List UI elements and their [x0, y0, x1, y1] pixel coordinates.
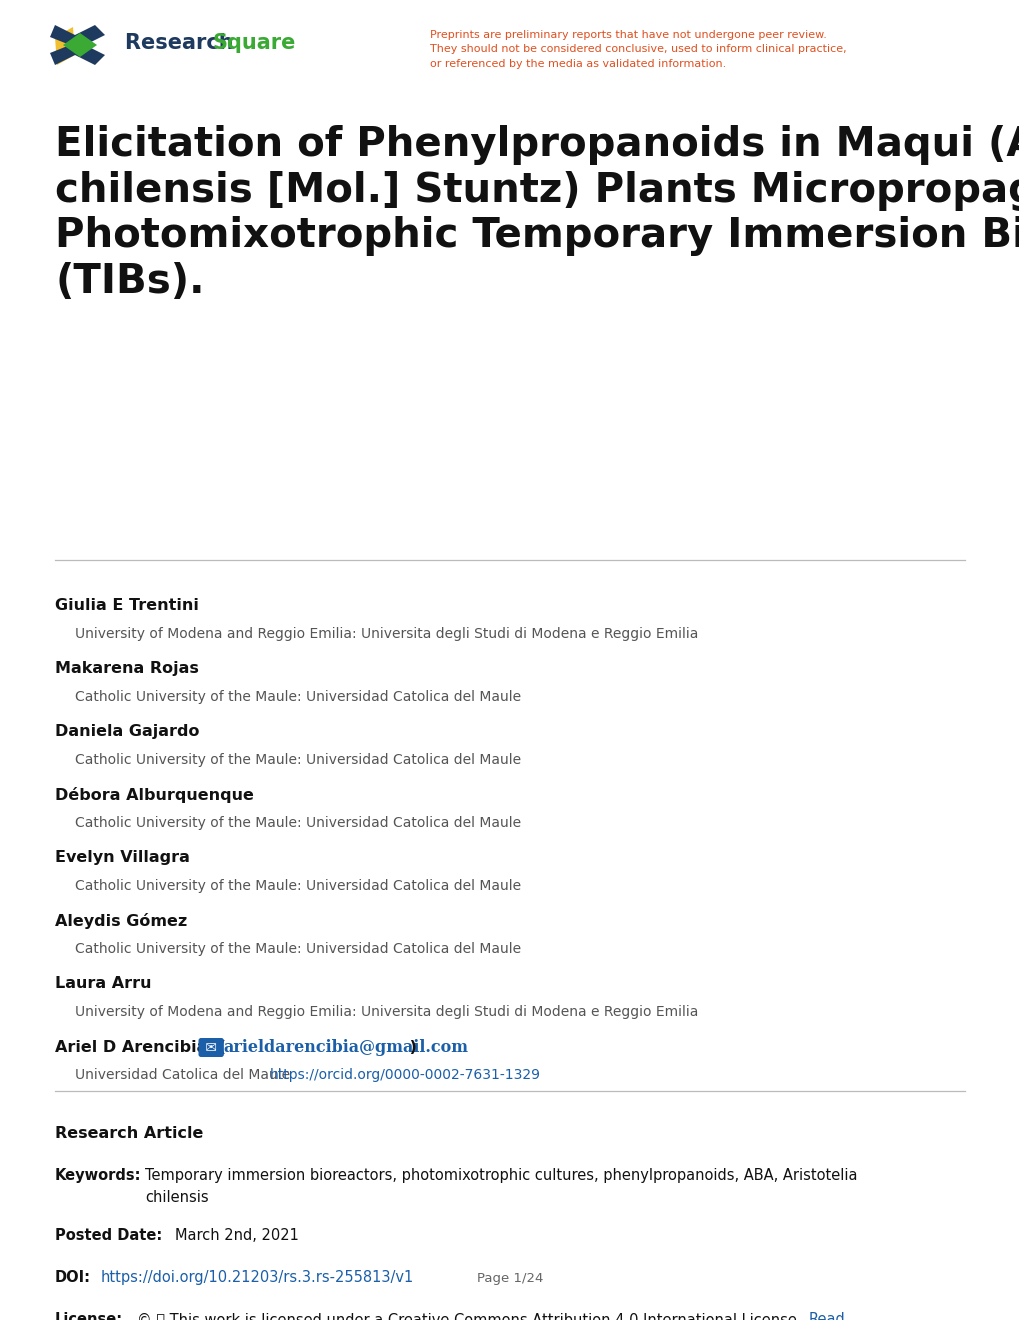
Text: Catholic University of the Maule: Universidad Catolica del Maule: Catholic University of the Maule: Univer…: [75, 752, 521, 767]
Text: https://orcid.org/0000-0002-7631-1329: https://orcid.org/0000-0002-7631-1329: [270, 1068, 540, 1082]
Polygon shape: [63, 33, 97, 57]
Text: Page 1/24: Page 1/24: [476, 1272, 543, 1284]
Text: Evelyn Villagra: Evelyn Villagra: [55, 850, 190, 866]
Text: Laura Arru: Laura Arru: [55, 977, 152, 991]
Polygon shape: [50, 25, 105, 65]
Text: Universidad Catolica del Maule: Universidad Catolica del Maule: [75, 1068, 289, 1082]
Text: License:: License:: [55, 1312, 123, 1320]
Text: ): ): [404, 1040, 417, 1055]
Text: Keywords:: Keywords:: [55, 1168, 142, 1183]
Text: Catholic University of the Maule: Universidad Catolica del Maule: Catholic University of the Maule: Univer…: [75, 879, 521, 894]
Text: Posted Date:: Posted Date:: [55, 1228, 162, 1243]
Text: Preprints are preliminary reports that have not undergone peer review.
They shou: Preprints are preliminary reports that h…: [430, 30, 846, 69]
Text: Giulia E Trentini: Giulia E Trentini: [55, 598, 199, 614]
Text: Débora Alburquenque: Débora Alburquenque: [55, 788, 254, 804]
Text: University of Modena and Reggio Emilia: Universita degli Studi di Modena e Reggi: University of Modena and Reggio Emilia: …: [75, 627, 698, 642]
Text: Catholic University of the Maule: Universidad Catolica del Maule: Catholic University of the Maule: Univer…: [75, 942, 521, 956]
Text: https://doi.org/10.21203/rs.3.rs-255813/v1: https://doi.org/10.21203/rs.3.rs-255813/…: [101, 1270, 414, 1284]
Text: ✉: ✉: [201, 1040, 221, 1055]
Text: Read: Read: [808, 1312, 845, 1320]
Text: © ⓘ This work is licensed under a Creative Commons Attribution 4.0 International: © ⓘ This work is licensed under a Creati…: [137, 1312, 801, 1320]
Text: March 2nd, 2021: March 2nd, 2021: [175, 1228, 299, 1243]
Text: Catholic University of the Maule: Universidad Catolica del Maule: Catholic University of the Maule: Univer…: [75, 690, 521, 704]
Text: Aleydis Gómez: Aleydis Gómez: [55, 913, 187, 929]
Text: Square: Square: [213, 33, 297, 53]
Text: Ariel D Arencibia  (: Ariel D Arencibia (: [55, 1040, 225, 1055]
Text: Research Article: Research Article: [55, 1126, 203, 1140]
Polygon shape: [55, 26, 75, 65]
Text: Temporary immersion bioreactors, photomixotrophic cultures, phenylpropanoids, AB: Temporary immersion bioreactors, photomi…: [145, 1168, 857, 1205]
Text: Catholic University of the Maule: Universidad Catolica del Maule: Catholic University of the Maule: Univer…: [75, 816, 521, 830]
Text: Elicitation of Phenylpropanoids in Maqui (Aristotelia
chilensis [Mol.] Stuntz) P: Elicitation of Phenylpropanoids in Maqui…: [55, 125, 1019, 302]
Text: University of Modena and Reggio Emilia: Universita degli Studi di Modena e Reggi: University of Modena and Reggio Emilia: …: [75, 1005, 698, 1019]
Text: Makarena Rojas: Makarena Rojas: [55, 661, 199, 676]
Text: DOI:: DOI:: [55, 1270, 91, 1284]
Text: Daniela Gajardo: Daniela Gajardo: [55, 725, 200, 739]
Text: Research: Research: [125, 33, 240, 53]
Text: arieldarencibia@gmail.com: arieldarencibia@gmail.com: [223, 1040, 468, 1056]
